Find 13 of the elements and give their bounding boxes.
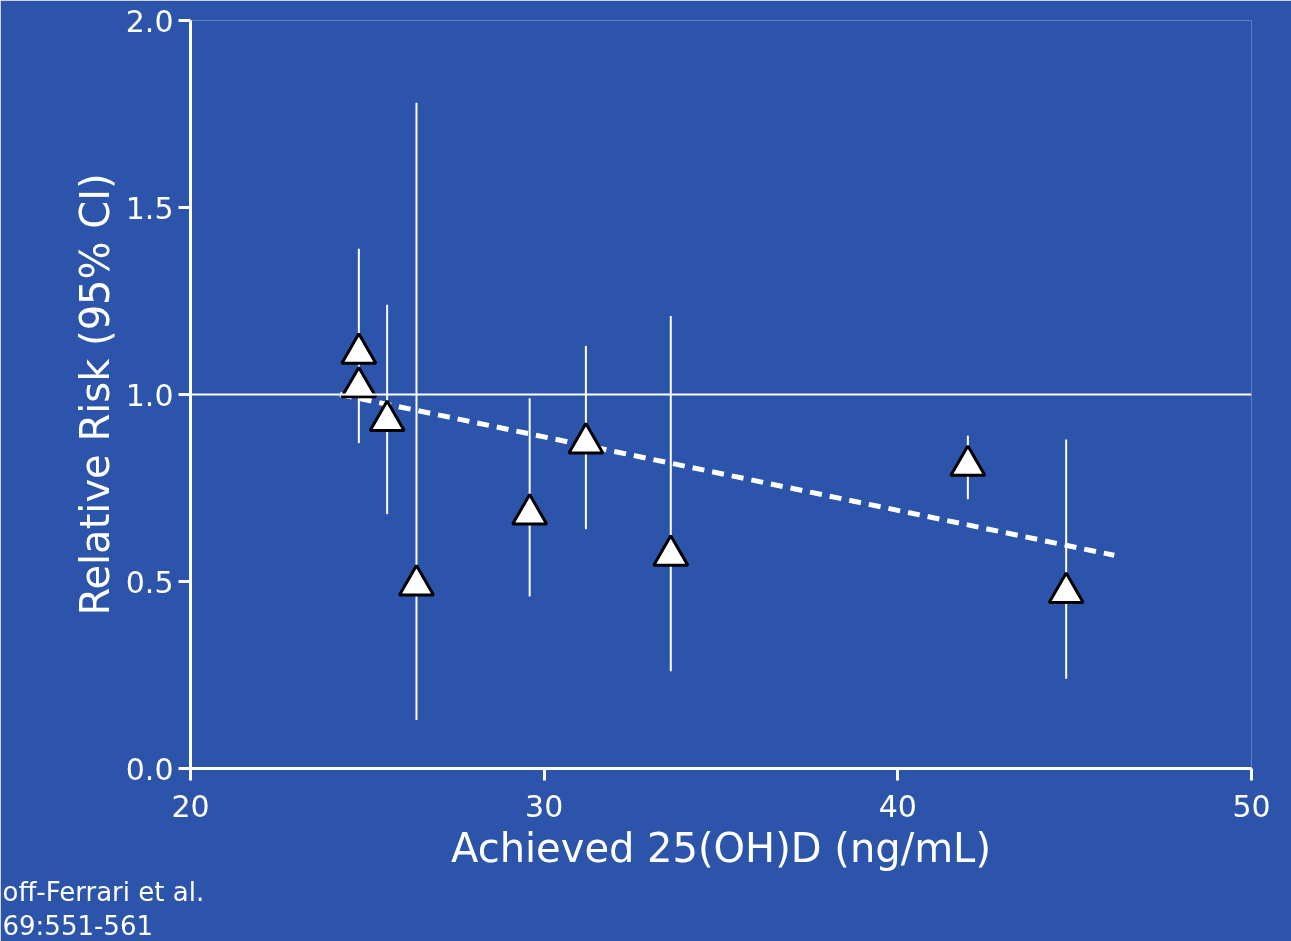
x-tick-label: 40 — [878, 788, 917, 824]
x-axis-title: Achieved 25(OH)D (ng/mL) — [451, 824, 991, 871]
x-tick-label: 20 — [171, 788, 210, 824]
y-tick-label: 0.5 — [125, 564, 174, 600]
text: off-Ferrari et al. — [2, 876, 205, 907]
y-tick-label: 1.0 — [125, 377, 174, 413]
text: 69:551-561 — [2, 910, 153, 941]
y-tick-label: 0.0 — [125, 751, 174, 787]
y-tick-label: 1.5 — [125, 190, 174, 226]
x-tick-label: 50 — [1232, 788, 1271, 824]
y-axis-title: Relative Risk (95% CI) — [71, 173, 118, 616]
y-tick-label: 2.0 — [125, 3, 174, 39]
x-tick-label: 30 — [525, 788, 564, 824]
